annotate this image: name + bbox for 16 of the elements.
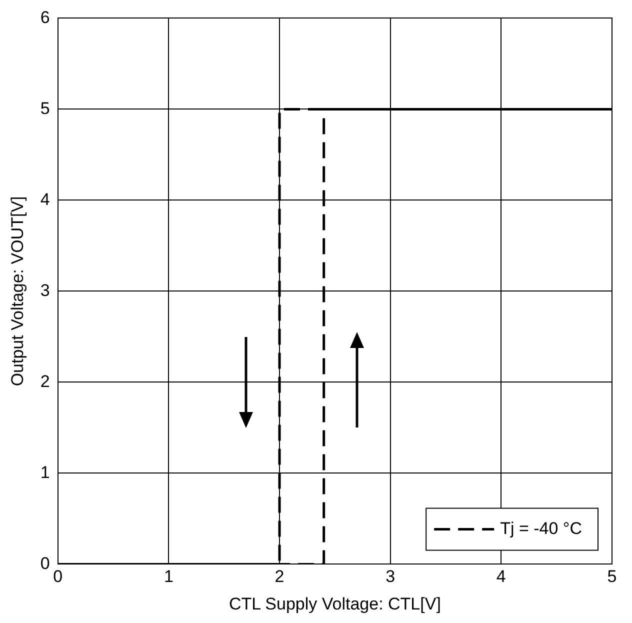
- x-axis-title: CTL Supply Voltage: CTL[V]: [228, 594, 441, 614]
- x-tick-label: 4: [496, 567, 506, 586]
- y-tick-label: 2: [40, 372, 50, 391]
- y-tick-label: 6: [40, 8, 50, 27]
- x-tick-label: 3: [386, 567, 396, 586]
- legend-label: Tj = -40 °C: [500, 518, 582, 538]
- y-tick-label: 0: [40, 554, 50, 573]
- x-tick-label: 0: [53, 567, 63, 586]
- y-tick-label: 4: [40, 190, 50, 209]
- x-tick-label: 5: [607, 567, 617, 586]
- y-axis-title: Output Voltage: VOUT[V]: [8, 196, 27, 386]
- x-tick-label: 2: [274, 567, 284, 586]
- x-tick-label: 1: [164, 567, 174, 586]
- y-tick-label: 1: [40, 462, 50, 482]
- y-tick-label: 3: [40, 280, 50, 300]
- y-tick-label: 5: [40, 98, 50, 118]
